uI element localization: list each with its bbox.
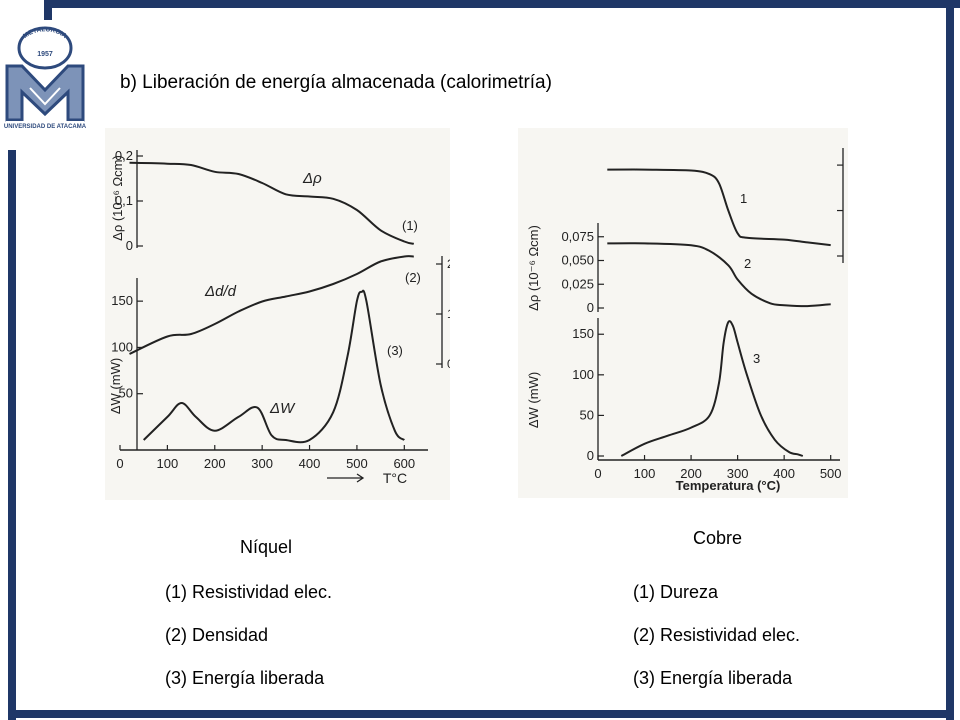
caption-niquel-item-1: (1) Resistividad elec. — [165, 582, 333, 602]
metalurgia-logo-icon: 1957 METALURGIA UNIVERSIDAD DE ATACAMA — [4, 26, 87, 130]
series-line-ΔW — [620, 320, 804, 457]
x-tick-label: 500 — [346, 456, 368, 471]
y-tick-label: 0,050 — [561, 253, 594, 268]
series-number-label: (3) — [387, 343, 403, 358]
svg-text:1957: 1957 — [37, 51, 53, 58]
slide-title: b) Liberación de energía almacenada (cal… — [120, 72, 552, 93]
series-name-label: Δd/d — [204, 283, 237, 300]
x-axis-arrow-icon — [327, 473, 365, 483]
svg-text:UNIVERSIDAD DE ATACAMA: UNIVERSIDAD DE ATACAMA — [4, 124, 87, 130]
y-axis-label: Δρ (10⁻⁶ Ωcm) — [110, 155, 125, 241]
series-number-label: (2) — [405, 270, 421, 285]
frame-left-top-border — [44, 0, 52, 20]
caption-cobre-item-1: (1) Dureza — [633, 582, 719, 602]
series-number-label: 2 — [744, 256, 751, 271]
x-tick-label: 200 — [680, 466, 702, 481]
x-tick-label: 500 — [820, 466, 842, 481]
series-name-label: ΔW — [269, 400, 296, 417]
series-number-label: (1) — [402, 218, 418, 233]
caption-niquel-item-2: (2) Densidad — [165, 625, 269, 645]
y-tick-label: 50 — [580, 407, 594, 422]
y-tick-label: 100 — [111, 339, 133, 354]
frame-top-border — [44, 0, 960, 8]
x-tick-label: 300 — [727, 466, 749, 481]
caption-niquel-item-3: (3) Energía liberada — [165, 668, 325, 688]
x-axis-label: T°C — [383, 470, 407, 486]
y-tick-label: 100 — [572, 367, 594, 382]
y-tick-label: 150 — [572, 326, 594, 341]
series-line-Dureza — [607, 168, 831, 247]
y-tick-label: 0 — [587, 300, 594, 315]
y-tick-label: 0 — [126, 238, 133, 253]
x-tick-label: 100 — [157, 456, 179, 471]
y-axis-label: Δρ (10⁻⁶ Ωcm) — [526, 225, 541, 311]
y-right-tick-label: 0 — [447, 357, 450, 371]
frame-left-border — [8, 150, 16, 720]
x-tick-label: 300 — [251, 456, 273, 471]
series-name-label: Δρ — [302, 170, 322, 187]
y-axis-label: ΔW (mW) — [108, 358, 123, 414]
y-tick-label: 0,075 — [561, 229, 594, 244]
frame-right-border — [946, 0, 954, 720]
series-number-label: 1 — [740, 191, 747, 206]
series-line-Δρ — [607, 242, 831, 308]
caption-cobre-heading: Cobre — [693, 528, 743, 548]
y-tick-label: 50 — [119, 386, 133, 401]
caption-cobre-item-3: (3) Energía liberada — [633, 668, 793, 688]
series-line-ΔW — [142, 289, 405, 444]
y-tick-label: 150 — [111, 293, 133, 308]
y-right-tick-label: 2 — [447, 257, 450, 271]
x-axis-label: Temperatura (°C) — [676, 478, 781, 493]
x-tick-label: 600 — [393, 456, 415, 471]
x-tick-label: 0 — [594, 466, 601, 481]
series-line-Δρ — [129, 161, 415, 245]
x-tick-label: 200 — [204, 456, 226, 471]
frame-bottom-border — [8, 710, 954, 718]
y-tick-label: 0,1 — [115, 193, 133, 208]
y-axis-label: ΔW (mW) — [526, 372, 541, 428]
x-tick-label: 100 — [634, 466, 656, 481]
y-tick-label: 0 — [587, 448, 594, 463]
caption-cobre-item-2: (2) Resistividad elec. — [633, 625, 801, 645]
y-tick-label: 0,025 — [561, 276, 594, 291]
series-line-Δd/d — [129, 255, 414, 355]
caption-niquel-heading: Níquel — [240, 537, 293, 557]
x-tick-label: 0 — [116, 456, 123, 471]
y-right-tick-label: 1 — [447, 307, 450, 321]
series-number-label: 3 — [753, 351, 760, 366]
y-tick-label: 0,2 — [115, 148, 133, 163]
x-tick-label: 400 — [773, 466, 795, 481]
x-tick-label: 400 — [299, 456, 321, 471]
